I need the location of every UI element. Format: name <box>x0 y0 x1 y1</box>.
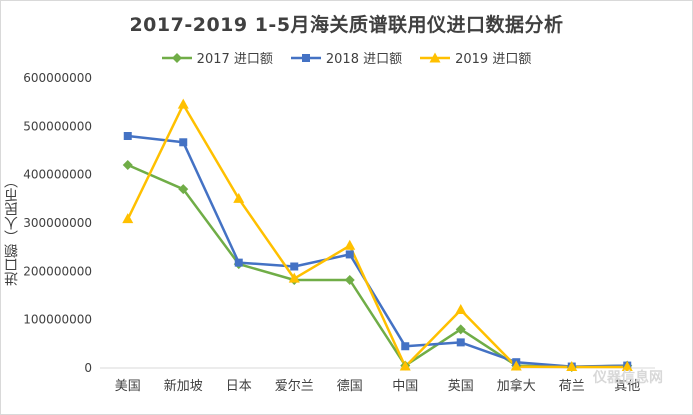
chart-legend: 2017 进口额 2018 进口额 2019 进口额 <box>0 48 693 67</box>
series-line-2 <box>126 103 628 369</box>
y-tick-label: 200000000 <box>23 264 92 278</box>
series-line-0 <box>127 163 628 369</box>
y-tick-label: 600000000 <box>23 71 92 85</box>
legend-label-2019: 2019 进口额 <box>455 52 532 67</box>
x-category-label: 德国 <box>337 379 363 394</box>
data-point-0-4 <box>344 275 355 286</box>
legend-symbol-2019 <box>420 52 451 62</box>
y-tick-label: 400000000 <box>23 168 92 182</box>
legend-symbol-2018 <box>290 53 321 62</box>
y-tick-label: 500000000 <box>23 119 92 133</box>
data-point-2-3 <box>288 272 300 283</box>
x-category-label: 美国 <box>115 379 141 394</box>
data-point-1-3 <box>290 262 299 271</box>
data-point-2-2 <box>233 192 245 203</box>
legend-item-2018: 2018 进口额 <box>290 48 403 67</box>
x-category-label: 新加坡 <box>164 378 203 394</box>
x-category-label: 其他 <box>614 379 640 394</box>
data-point-1-2 <box>234 258 243 267</box>
data-point-1-1 <box>179 138 188 147</box>
x-category-label: 加拿大 <box>497 378 536 394</box>
x-category-label: 爱尔兰 <box>275 379 314 394</box>
chart-title: 2017-2019 1-5月海关质谱联用仪进口数据分析 <box>129 14 564 36</box>
data-point-2-6 <box>455 304 467 314</box>
legend-symbol-2017 <box>161 52 192 63</box>
data-point-0-0 <box>122 160 133 170</box>
x-category-label: 日本 <box>226 379 252 394</box>
legend-item-2019: 2019 进口额 <box>420 48 531 67</box>
data-point-1-4 <box>345 250 354 259</box>
data-point-0-6 <box>455 324 466 335</box>
data-point-2-7 <box>510 360 522 371</box>
data-point-2-0 <box>122 213 134 224</box>
y-tick-label: 0 <box>84 361 92 375</box>
data-point-2-4 <box>344 239 356 250</box>
data-point-1-6 <box>456 338 465 347</box>
data-point-2-1 <box>177 98 189 109</box>
x-category-label: 荷兰 <box>559 379 585 394</box>
y-tick-label: 100000000 <box>23 313 92 327</box>
data-point-2-5 <box>399 360 411 371</box>
x-category-label: 中国 <box>392 379 418 394</box>
watermark-text: 仪器信息网 <box>593 370 663 386</box>
data-point-1-5 <box>401 342 410 351</box>
legend-label-2017: 2017 进口额 <box>196 52 273 67</box>
data-point-0-1 <box>178 184 189 195</box>
x-category-label: 英国 <box>448 379 474 394</box>
series-line-1 <box>127 134 628 368</box>
data-point-2-9 <box>621 361 633 372</box>
data-point-1-0 <box>123 132 132 140</box>
y-tick-label: 300000000 <box>23 216 92 230</box>
legend-label-2018: 2018 进口额 <box>325 52 403 67</box>
data-point-2-8 <box>566 361 578 372</box>
legend-item-2017: 2017 进口额 <box>161 48 273 67</box>
